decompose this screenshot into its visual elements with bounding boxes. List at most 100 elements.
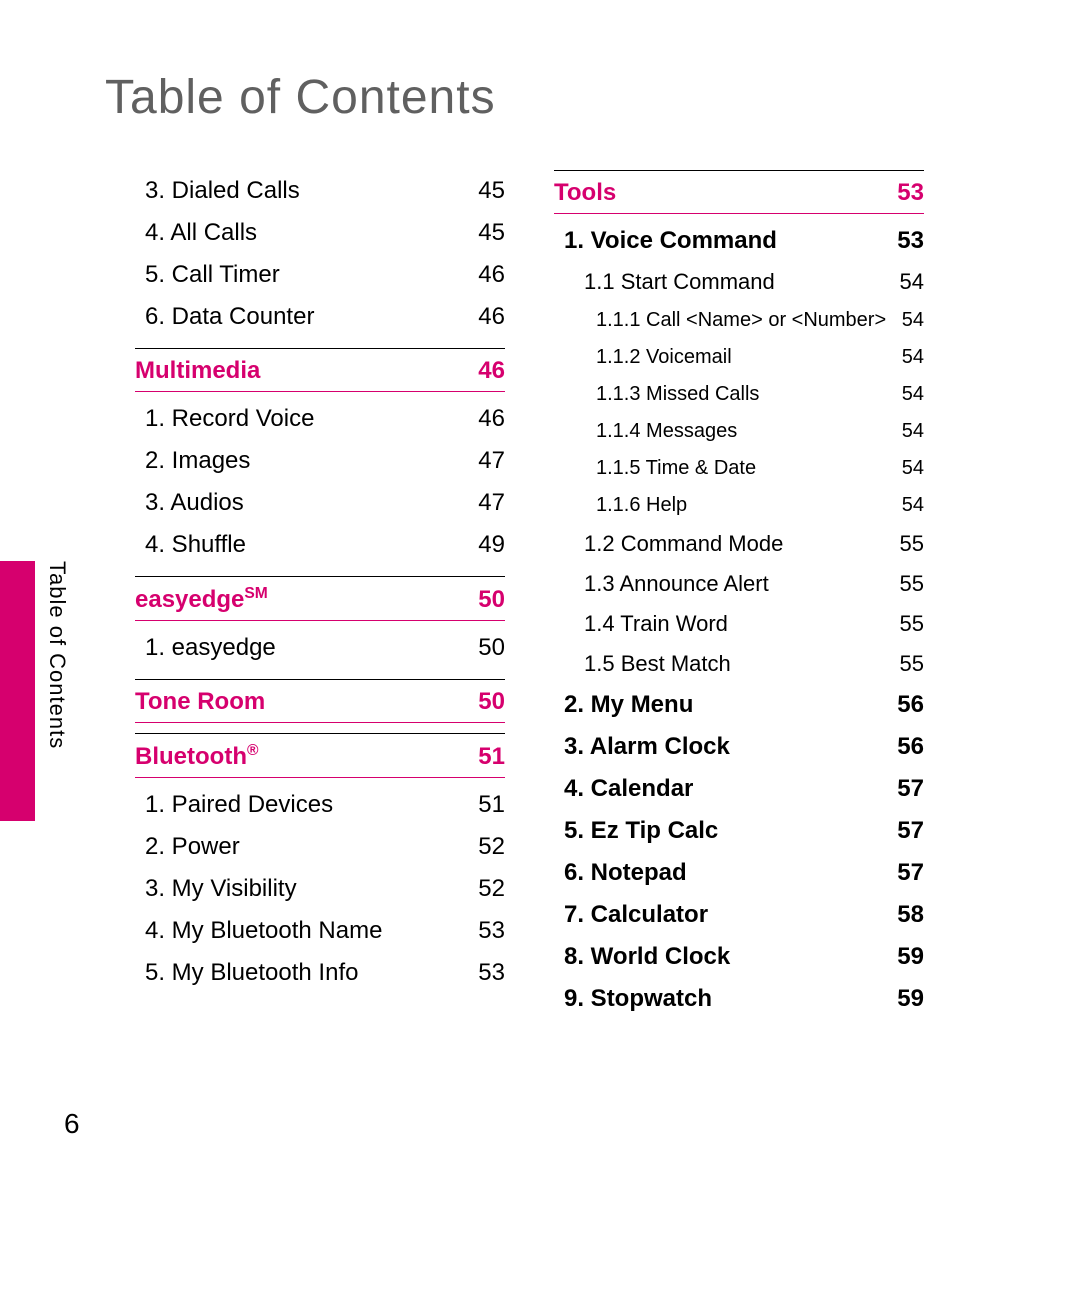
toc-label: Tone Room [135,688,265,716]
toc-page: 54 [902,457,924,480]
toc-page: 50 [478,586,505,614]
toc-page: 59 [897,985,924,1013]
side-label: Table of Contents [44,561,70,791]
toc-entry: 5. My Bluetooth Info53 [135,952,505,994]
toc-label: 8. World Clock [554,943,730,971]
toc-label: 5. My Bluetooth Info [135,959,358,987]
toc-label: 1.5 Best Match [554,651,731,677]
superscript: ® [247,742,259,759]
toc-entry: 9. Stopwatch 59 [554,978,924,1020]
toc-page: 57 [897,775,924,803]
toc-page: 53 [478,917,505,945]
page-number: 6 [64,1108,80,1140]
toc-label: 3. My Visibility [135,875,297,903]
toc-entry: 1. Voice Command 53 [554,220,924,262]
toc-entry: 4. Calendar 57 [554,768,924,810]
toc-label: 4. Shuffle [135,531,246,559]
toc-label: 9. Stopwatch [554,985,712,1013]
toc-entry: 3. My Visibility 52 [135,868,505,910]
toc-entry: 1.1.6 Help 54 [554,487,924,524]
toc-label: 3. Alarm Clock [554,733,730,761]
toc-entry: 4. My Bluetooth Name 53 [135,910,505,952]
toc-entry: 3. Audios47 [135,482,505,524]
toc-entry: 4. Shuffle 49 [135,524,505,566]
toc-entry: 1.5 Best Match 55 [554,644,924,684]
toc-label: 4. All Calls [135,219,257,247]
toc-label: 1. Paired Devices [135,791,333,819]
toc-page: 45 [478,177,505,205]
toc-page: 53 [897,227,924,255]
toc-label: easyedgeSM [135,585,268,614]
column-right: Tools 53 1. Voice Command 53 1.1 Start Comma… [554,170,924,1020]
toc-label: 4. My Bluetooth Name [135,917,382,945]
toc-page: 55 [900,571,924,597]
toc-label: 1.1 Start Command [554,269,775,295]
toc-page: 46 [478,261,505,289]
side-tab [0,561,35,821]
toc-label: 4. Calendar [554,775,693,803]
toc-page: 57 [897,817,924,845]
toc-entry: 1.4 Train Word55 [554,604,924,644]
toc-label: Bluetooth® [135,742,258,771]
toc-entry: 8. World Clock 59 [554,936,924,978]
toc-page: 51 [478,791,505,819]
toc-label: 6. Data Counter [135,303,314,331]
toc-page: 54 [902,383,924,406]
toc-entry: 1.1.4 Messages 54 [554,413,924,450]
toc-label: 1.1.4 Messages [554,420,737,443]
toc-page: 55 [900,651,924,677]
toc-label: 1.1.2 Voicemail [554,346,732,369]
toc-label: 1. Record Voice [135,405,314,433]
toc-page: 52 [478,833,505,861]
toc-page: 50 [478,634,505,662]
toc-page: 49 [478,531,505,559]
toc-entry: 2. My Menu56 [554,684,924,726]
toc-label: 1. Voice Command [554,227,777,255]
toc-label: 5. Call Timer [135,261,280,289]
toc-page: 56 [897,733,924,761]
toc-entry: 1.3 Announce Alert55 [554,564,924,604]
toc-label: 1. easyedge [135,634,276,662]
toc-entry: 5. Call Timer 46 [135,254,505,296]
toc-entry: 1. Record Voice 46 [135,398,505,440]
toc-label: 5. Ez Tip Calc [554,817,718,845]
toc-entry: 7. Calculator58 [554,894,924,936]
toc-entry: 2. Power 52 [135,826,505,868]
toc-entry: 1.1.1 Call <Name> or <Number>54 [554,302,924,339]
toc-entry: 1.1 Start Command54 [554,262,924,302]
toc-section-header: Multimedia46 [135,348,505,392]
toc-entry: 4. All Calls 45 [135,212,505,254]
toc-label: 3. Dialed Calls [135,177,300,205]
toc-label: 3. Audios [135,489,244,517]
toc-page: 46 [478,357,505,385]
toc-section-header: easyedgeSM 50 [135,576,505,621]
toc-entry: 3. Alarm Clock 56 [554,726,924,768]
toc-page: 54 [902,346,924,369]
toc-page: 50 [478,688,505,716]
toc-entry: 1. Paired Devices 51 [135,784,505,826]
toc-label: 6. Notepad [554,859,687,887]
page-title: Table of Contents [105,70,496,125]
toc-page: 52 [478,875,505,903]
toc-page: 53 [897,179,924,207]
toc-page: 56 [897,691,924,719]
toc-page: 57 [897,859,924,887]
toc-entry: 2. Images47 [135,440,505,482]
toc-entry: 1. easyedge 50 [135,627,505,669]
toc-entry: 1.1.5 Time & Date 54 [554,450,924,487]
toc-page: 46 [478,405,505,433]
toc-entry: 6. Notepad 57 [554,852,924,894]
toc-page: 51 [478,743,505,771]
toc-page: 45 [478,219,505,247]
toc-page: 54 [902,420,924,443]
toc-page: 55 [900,531,924,557]
toc-entry: 1.2 Command Mode55 [554,524,924,564]
toc-page: 55 [900,611,924,637]
toc-label: 1.1.5 Time & Date [554,457,756,480]
toc-page: 59 [897,943,924,971]
toc-page: 54 [902,494,924,517]
toc-label: 2. Power [135,833,240,861]
toc-entry: 5. Ez Tip Calc 57 [554,810,924,852]
toc-label: Tools [554,179,616,207]
toc-label: 1.1.6 Help [554,494,687,517]
